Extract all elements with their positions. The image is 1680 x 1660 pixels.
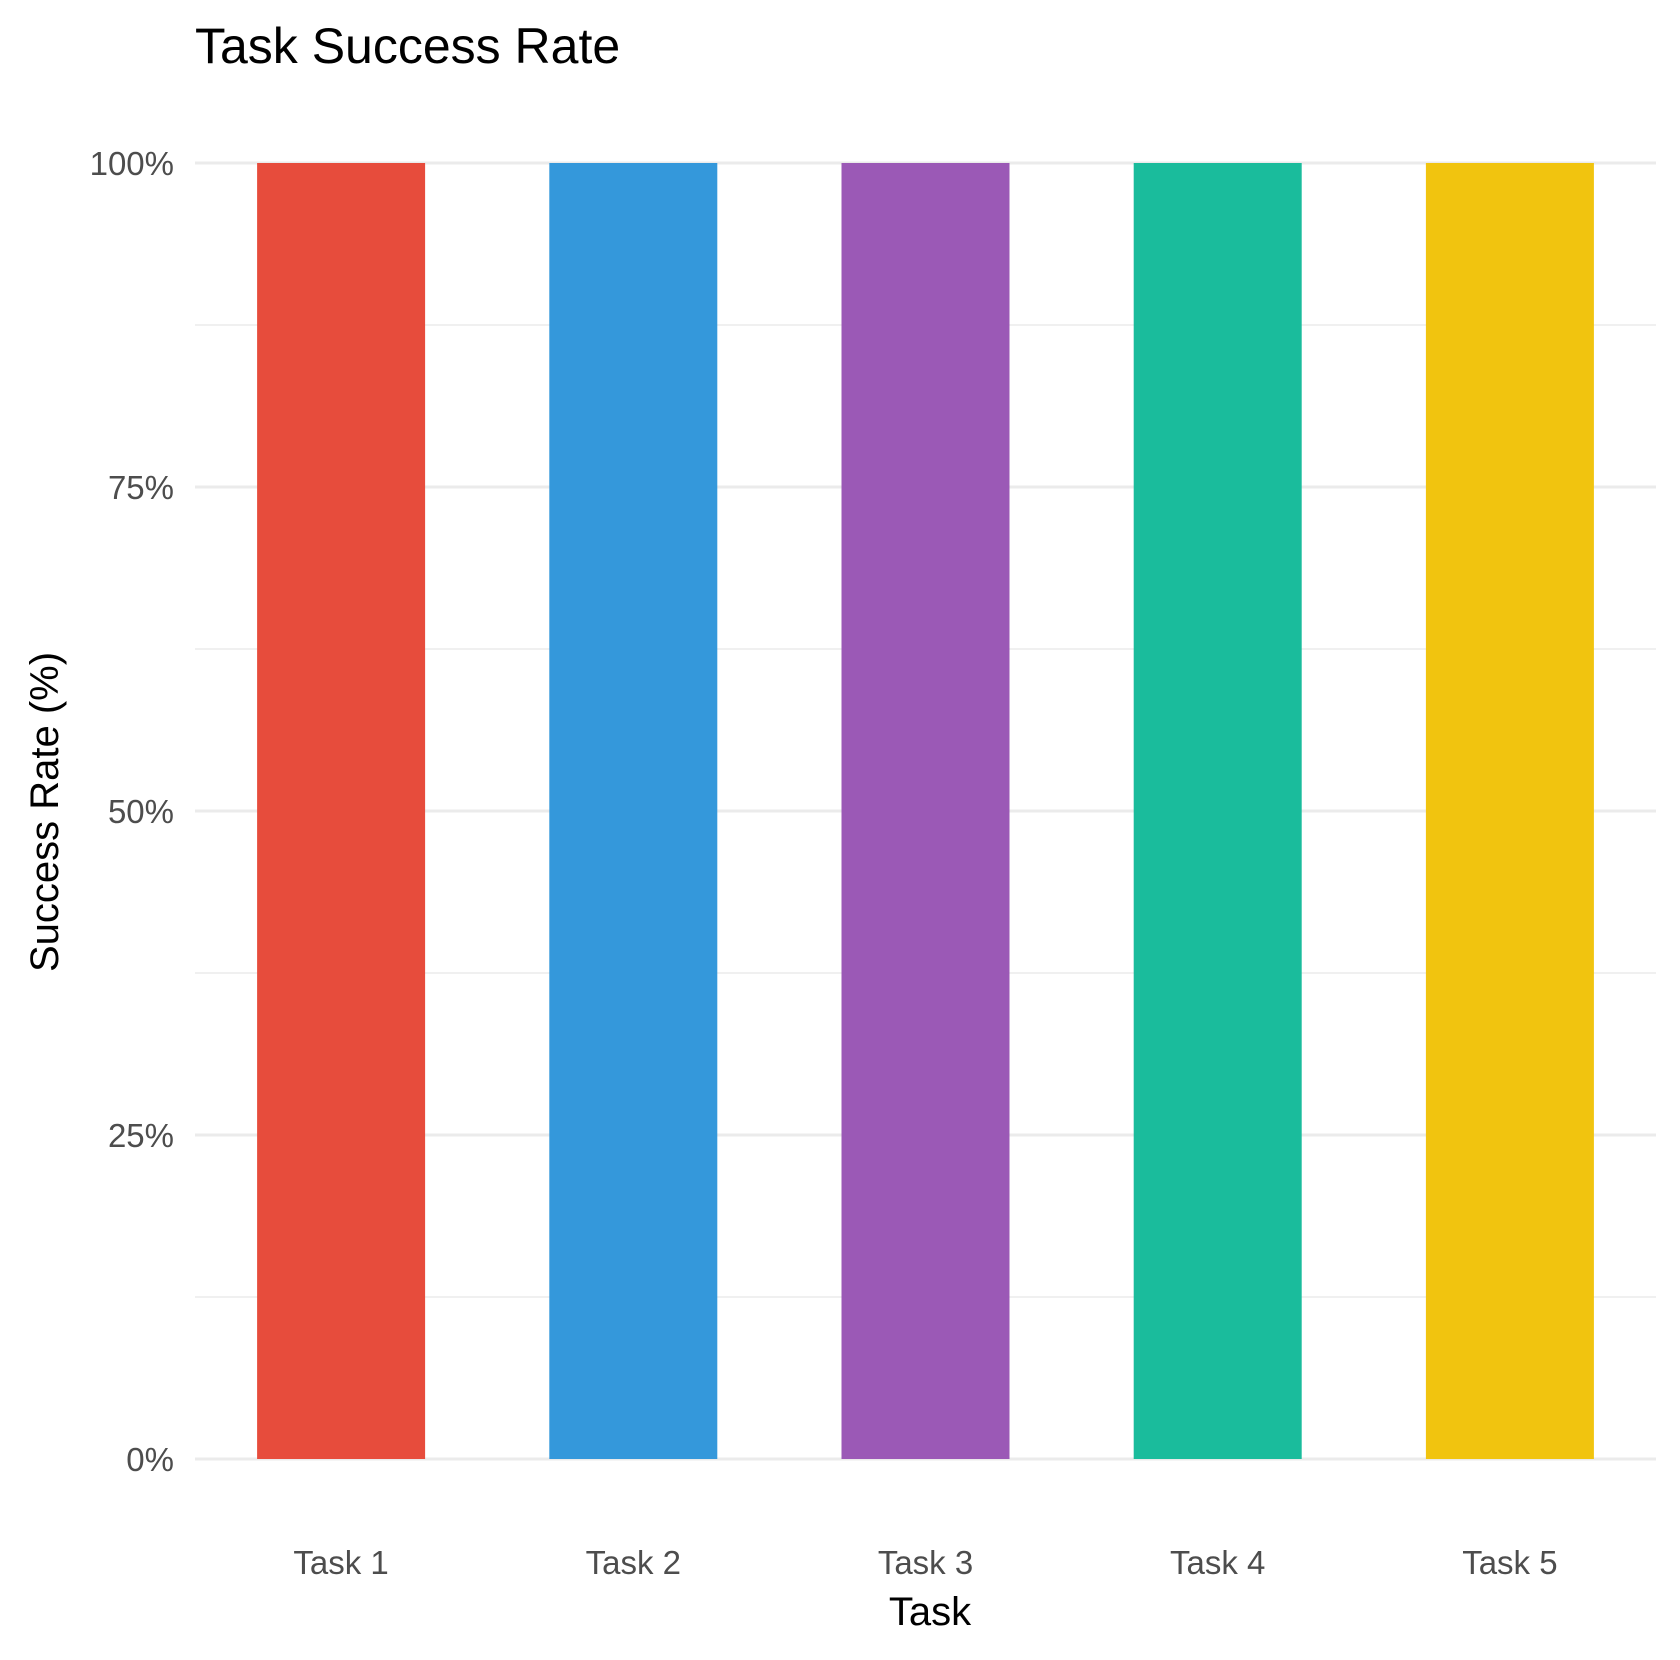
- x-tick-label: Task 1: [293, 1544, 388, 1581]
- y-tick-label: 100%: [90, 145, 174, 182]
- bar-1: [257, 163, 426, 1459]
- y-tick-label: 0%: [126, 1441, 174, 1478]
- y-axis-title: Success Rate (%): [23, 652, 67, 972]
- x-tick-label: Task 2: [586, 1544, 681, 1581]
- x-tick-label: Task 3: [878, 1544, 973, 1581]
- y-tick-label: 50%: [108, 793, 174, 830]
- x-tick-label: Task 5: [1462, 1544, 1557, 1581]
- bar-4: [1133, 163, 1302, 1459]
- bar-5: [1425, 163, 1594, 1459]
- chart-title: Task Success Rate: [195, 18, 620, 74]
- x-axis-title: Task: [889, 1590, 972, 1634]
- bar-2: [549, 163, 718, 1459]
- x-tick-label: Task 4: [1170, 1544, 1265, 1581]
- bar-3: [841, 163, 1010, 1459]
- y-tick-label: 25%: [108, 1117, 174, 1154]
- y-tick-label: 75%: [108, 469, 174, 506]
